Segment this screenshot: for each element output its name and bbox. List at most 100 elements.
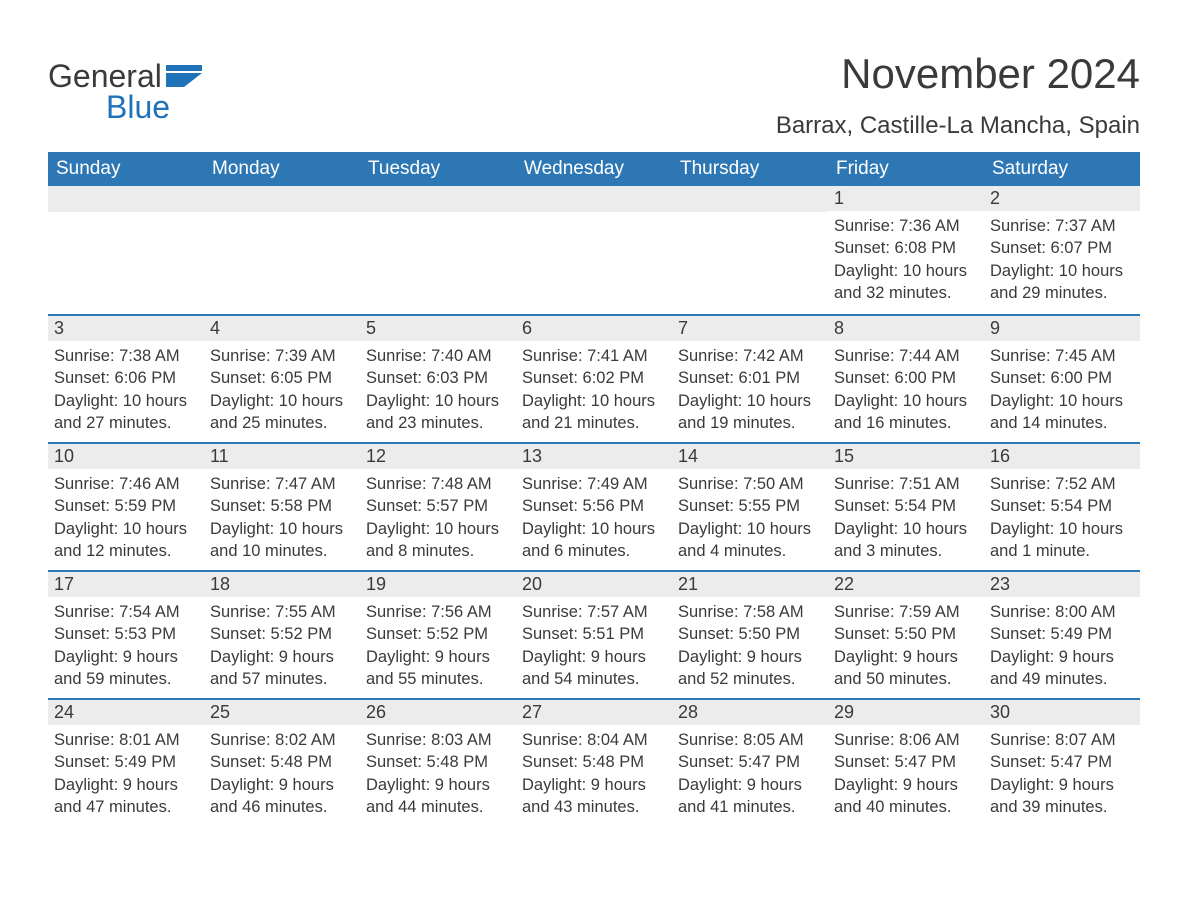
day-cell: 9Sunrise: 7:45 AMSunset: 6:00 PMDaylight…: [984, 316, 1140, 442]
day-day2: and 23 minutes.: [366, 412, 510, 434]
day-details: Sunrise: 7:56 AMSunset: 5:52 PMDaylight:…: [360, 597, 516, 696]
day-details: Sunrise: 8:00 AMSunset: 5:49 PMDaylight:…: [984, 597, 1140, 696]
day-number: 5: [360, 316, 516, 341]
day-cell: 24Sunrise: 8:01 AMSunset: 5:49 PMDayligh…: [48, 700, 204, 826]
day-cell: 3Sunrise: 7:38 AMSunset: 6:06 PMDaylight…: [48, 316, 204, 442]
calendar-grid: SundayMondayTuesdayWednesdayThursdayFrid…: [48, 152, 1140, 826]
day-number: 26: [360, 700, 516, 725]
day-details: Sunrise: 8:01 AMSunset: 5:49 PMDaylight:…: [48, 725, 204, 824]
day-sunrise: Sunrise: 7:46 AM: [54, 473, 198, 495]
day-day1: Daylight: 9 hours: [366, 646, 510, 668]
day-sunset: Sunset: 6:06 PM: [54, 367, 198, 389]
day-day1: Daylight: 10 hours: [990, 518, 1134, 540]
day-details: Sunrise: 7:37 AMSunset: 6:07 PMDaylight:…: [984, 211, 1140, 310]
day-details: Sunrise: 8:02 AMSunset: 5:48 PMDaylight:…: [204, 725, 360, 824]
day-cell: 11Sunrise: 7:47 AMSunset: 5:58 PMDayligh…: [204, 444, 360, 570]
day-cell: 22Sunrise: 7:59 AMSunset: 5:50 PMDayligh…: [828, 572, 984, 698]
day-sunset: Sunset: 5:58 PM: [210, 495, 354, 517]
week-row: 3Sunrise: 7:38 AMSunset: 6:06 PMDaylight…: [48, 314, 1140, 442]
day-details: Sunrise: 7:50 AMSunset: 5:55 PMDaylight:…: [672, 469, 828, 568]
day-sunset: Sunset: 5:50 PM: [678, 623, 822, 645]
day-cell: 1Sunrise: 7:36 AMSunset: 6:08 PMDaylight…: [828, 186, 984, 314]
day-day2: and 52 minutes.: [678, 668, 822, 690]
day-sunrise: Sunrise: 8:04 AM: [522, 729, 666, 751]
day-number: 6: [516, 316, 672, 341]
week-row: 17Sunrise: 7:54 AMSunset: 5:53 PMDayligh…: [48, 570, 1140, 698]
day-number: 19: [360, 572, 516, 597]
day-cell: [48, 186, 204, 314]
day-number: 27: [516, 700, 672, 725]
day-day1: Daylight: 10 hours: [990, 260, 1134, 282]
day-day1: Daylight: 10 hours: [210, 390, 354, 412]
day-sunset: Sunset: 6:00 PM: [834, 367, 978, 389]
day-sunset: Sunset: 6:05 PM: [210, 367, 354, 389]
day-sunset: Sunset: 5:48 PM: [522, 751, 666, 773]
day-cell: 7Sunrise: 7:42 AMSunset: 6:01 PMDaylight…: [672, 316, 828, 442]
day-sunset: Sunset: 5:57 PM: [366, 495, 510, 517]
title-block: November 2024 Barrax, Castille-La Mancha…: [776, 50, 1140, 140]
day-sunrise: Sunrise: 8:00 AM: [990, 601, 1134, 623]
day-number: 24: [48, 700, 204, 725]
day-sunrise: Sunrise: 8:02 AM: [210, 729, 354, 751]
day-sunrise: Sunrise: 8:05 AM: [678, 729, 822, 751]
day-number: 18: [204, 572, 360, 597]
day-day1: Daylight: 9 hours: [834, 646, 978, 668]
weekday-header: Thursday: [672, 152, 828, 186]
weekday-header: Monday: [204, 152, 360, 186]
day-details: Sunrise: 7:49 AMSunset: 5:56 PMDaylight:…: [516, 469, 672, 568]
day-cell: 10Sunrise: 7:46 AMSunset: 5:59 PMDayligh…: [48, 444, 204, 570]
day-sunrise: Sunrise: 7:49 AM: [522, 473, 666, 495]
day-sunrise: Sunrise: 7:55 AM: [210, 601, 354, 623]
day-day1: Daylight: 9 hours: [678, 646, 822, 668]
day-day2: and 32 minutes.: [834, 282, 978, 304]
day-sunset: Sunset: 5:56 PM: [522, 495, 666, 517]
day-sunset: Sunset: 6:00 PM: [990, 367, 1134, 389]
day-number: 9: [984, 316, 1140, 341]
day-day1: Daylight: 10 hours: [54, 390, 198, 412]
day-day2: and 40 minutes.: [834, 796, 978, 818]
day-number: 17: [48, 572, 204, 597]
day-day2: and 49 minutes.: [990, 668, 1134, 690]
day-sunrise: Sunrise: 7:38 AM: [54, 345, 198, 367]
day-cell: 26Sunrise: 8:03 AMSunset: 5:48 PMDayligh…: [360, 700, 516, 826]
day-sunrise: Sunrise: 7:48 AM: [366, 473, 510, 495]
day-day2: and 57 minutes.: [210, 668, 354, 690]
day-details: Sunrise: 7:44 AMSunset: 6:00 PMDaylight:…: [828, 341, 984, 440]
day-cell: 18Sunrise: 7:55 AMSunset: 5:52 PMDayligh…: [204, 572, 360, 698]
day-number: 15: [828, 444, 984, 469]
day-cell: 20Sunrise: 7:57 AMSunset: 5:51 PMDayligh…: [516, 572, 672, 698]
day-day1: Daylight: 10 hours: [678, 390, 822, 412]
day-cell: 5Sunrise: 7:40 AMSunset: 6:03 PMDaylight…: [360, 316, 516, 442]
day-day1: Daylight: 10 hours: [366, 518, 510, 540]
day-sunset: Sunset: 5:55 PM: [678, 495, 822, 517]
day-day2: and 16 minutes.: [834, 412, 978, 434]
week-row: 24Sunrise: 8:01 AMSunset: 5:49 PMDayligh…: [48, 698, 1140, 826]
day-sunset: Sunset: 5:48 PM: [366, 751, 510, 773]
day-number: 2: [984, 186, 1140, 211]
day-details: Sunrise: 7:52 AMSunset: 5:54 PMDaylight:…: [984, 469, 1140, 568]
day-cell: 25Sunrise: 8:02 AMSunset: 5:48 PMDayligh…: [204, 700, 360, 826]
day-details: Sunrise: 8:03 AMSunset: 5:48 PMDaylight:…: [360, 725, 516, 824]
day-number: 8: [828, 316, 984, 341]
day-details: Sunrise: 7:57 AMSunset: 5:51 PMDaylight:…: [516, 597, 672, 696]
day-day1: Daylight: 10 hours: [366, 390, 510, 412]
day-cell: 28Sunrise: 8:05 AMSunset: 5:47 PMDayligh…: [672, 700, 828, 826]
day-number: 13: [516, 444, 672, 469]
weekday-header: Friday: [828, 152, 984, 186]
day-day1: Daylight: 10 hours: [522, 390, 666, 412]
day-day1: Daylight: 10 hours: [678, 518, 822, 540]
day-number: 12: [360, 444, 516, 469]
day-details: Sunrise: 8:05 AMSunset: 5:47 PMDaylight:…: [672, 725, 828, 824]
day-day2: and 27 minutes.: [54, 412, 198, 434]
day-details: Sunrise: 8:07 AMSunset: 5:47 PMDaylight:…: [984, 725, 1140, 824]
day-day2: and 44 minutes.: [366, 796, 510, 818]
day-sunset: Sunset: 5:52 PM: [366, 623, 510, 645]
day-number: 23: [984, 572, 1140, 597]
day-day2: and 10 minutes.: [210, 540, 354, 562]
day-cell: 21Sunrise: 7:58 AMSunset: 5:50 PMDayligh…: [672, 572, 828, 698]
day-details: Sunrise: 7:36 AMSunset: 6:08 PMDaylight:…: [828, 211, 984, 310]
day-number: 28: [672, 700, 828, 725]
day-sunrise: Sunrise: 7:51 AM: [834, 473, 978, 495]
week-row: 1Sunrise: 7:36 AMSunset: 6:08 PMDaylight…: [48, 186, 1140, 314]
day-details: Sunrise: 7:48 AMSunset: 5:57 PMDaylight:…: [360, 469, 516, 568]
